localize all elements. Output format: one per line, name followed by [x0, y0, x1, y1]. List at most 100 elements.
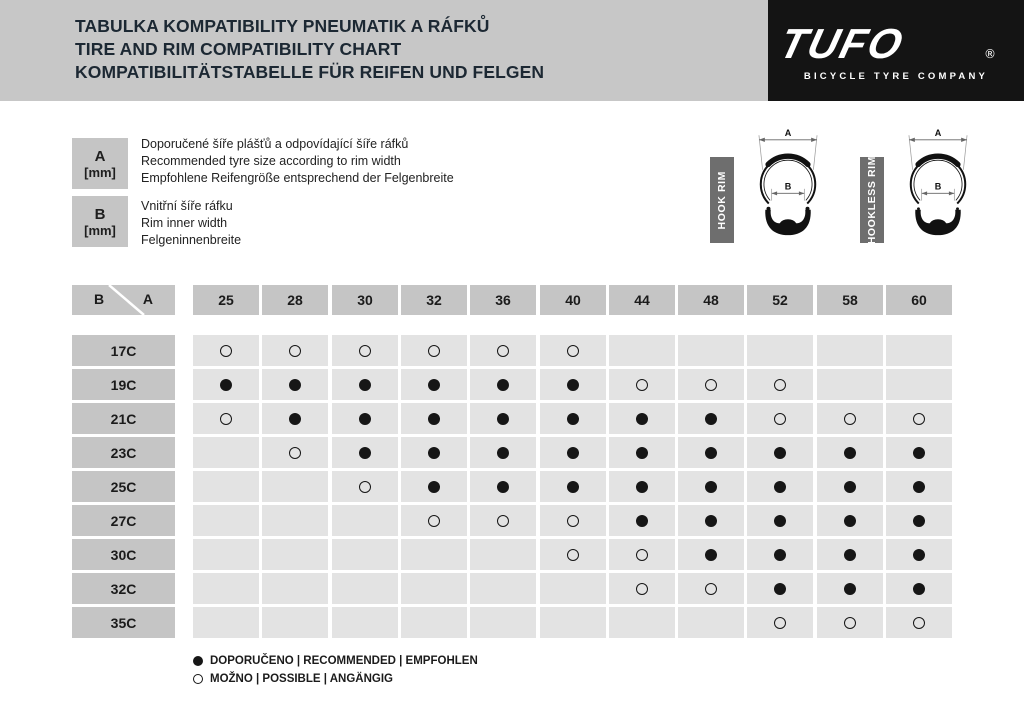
cell-19C-60: [886, 369, 952, 400]
cell-32C-44: [609, 573, 675, 604]
hook-rim-label-text: HOOK RIM: [716, 170, 728, 230]
cell-27C-60: [886, 505, 952, 536]
cell-23C-60: [886, 437, 952, 468]
cell-23C-25: [193, 437, 259, 468]
possible-dot-icon: [774, 378, 786, 391]
col-header-60: 60: [886, 285, 952, 315]
recommended-dot-icon: [359, 446, 371, 459]
row-label-35C: 35C: [72, 607, 175, 638]
recommended-dot-icon: [913, 514, 925, 527]
cell-27C-25: [193, 505, 259, 536]
possible-dot-icon: [220, 344, 232, 357]
dim-a-label: A: [935, 128, 942, 138]
header-band: [0, 0, 768, 101]
cell-25C-58: [817, 471, 883, 502]
recommended-dot-icon: [913, 480, 925, 493]
possible-dot-icon: [636, 378, 648, 391]
page-title-line-en: TIRE AND RIM COMPATIBILITY CHART: [75, 39, 402, 59]
recommended-dot-icon: [844, 514, 856, 527]
cell-32C-58: [817, 573, 883, 604]
possible-dot-icon: [428, 344, 440, 357]
cell-21C-32: [401, 403, 467, 434]
col-header-52: 52: [747, 285, 813, 315]
cell-17C-32: [401, 335, 467, 366]
possible-dot-icon: [705, 582, 717, 595]
cell-23C-52: [747, 437, 813, 468]
cell-19C-48: [678, 369, 744, 400]
cell-35C-32: [401, 607, 467, 638]
recommended-dot-icon: [844, 480, 856, 493]
key-symbol-a: A: [94, 147, 106, 165]
page-title-line-de: KOMPATIBILITÄTSTABELLE FÜR REIFEN UND FE…: [75, 62, 545, 82]
recommended-dot-icon: [774, 480, 786, 493]
dim-b-label: B: [785, 182, 792, 192]
page-title-line-cs: TABULKA KOMPATIBILITY PNEUMATIK A RÁFKŮ: [75, 16, 490, 36]
cell-19C-58: [817, 369, 883, 400]
recommended-dot-icon: [774, 582, 786, 595]
cell-23C-36: [470, 437, 536, 468]
col-axis-label: A: [142, 291, 153, 307]
cell-32C-48: [678, 573, 744, 604]
col-header-30: 30: [332, 285, 398, 315]
row-label-32C: 32C: [72, 573, 175, 604]
cell-25C-30: [332, 471, 398, 502]
possible-dot-icon: [913, 412, 925, 425]
possible-dot-icon: [193, 674, 203, 684]
possible-dot-icon: [913, 616, 925, 629]
cell-25C-25: [193, 471, 259, 502]
possible-dot-icon: [220, 412, 232, 425]
cell-30C-32: [401, 539, 467, 570]
row-label-30C: 30C: [72, 539, 175, 570]
cell-17C-40: [540, 335, 606, 366]
cell-32C-28: [262, 573, 328, 604]
cell-27C-36: [470, 505, 536, 536]
cell-21C-44: [609, 403, 675, 434]
recommended-dot-icon: [567, 378, 579, 391]
tufo-logo-wordmark: TUFO: [775, 21, 909, 68]
cell-21C-52: [747, 403, 813, 434]
cell-30C-48: [678, 539, 744, 570]
hook-rim-diagram: A B: [758, 128, 818, 236]
recommended-dot-icon: [220, 378, 232, 391]
cell-27C-48: [678, 505, 744, 536]
hookless-rim-label-text: HOOKLESS RIM: [866, 155, 878, 245]
recommended-dot-icon: [705, 480, 717, 493]
recommended-dot-icon: [359, 412, 371, 425]
key-symbol-b: B: [94, 205, 106, 223]
recommended-dot-icon: [636, 446, 648, 459]
cell-35C-52: [747, 607, 813, 638]
cell-30C-60: [886, 539, 952, 570]
hookless-rim-diagram: A B: [908, 128, 968, 236]
possible-dot-icon: [497, 344, 509, 357]
row-axis-label: B: [94, 291, 105, 307]
recommended-dot-icon: [913, 582, 925, 595]
possible-dot-icon: [705, 378, 717, 391]
key-box-b: B [mm]: [72, 196, 128, 247]
legend-recommended: DOPORUČENO | RECOMMENDED | EMPFOHLEN: [193, 652, 478, 670]
recommended-dot-icon: [774, 446, 786, 459]
cell-23C-40: [540, 437, 606, 468]
cell-32C-30: [332, 573, 398, 604]
cell-21C-36: [470, 403, 536, 434]
possible-dot-icon: [774, 412, 786, 425]
cell-30C-25: [193, 539, 259, 570]
cell-19C-44: [609, 369, 675, 400]
recommended-dot-icon: [636, 480, 648, 493]
key-a-line-cs: Doporučené šíře plášťů a odpovídající ší…: [141, 137, 409, 151]
recommended-dot-icon: [497, 378, 509, 391]
recommended-dot-icon: [567, 446, 579, 459]
recommended-dot-icon: [636, 514, 648, 527]
cell-27C-44: [609, 505, 675, 536]
cell-32C-36: [470, 573, 536, 604]
key-box-a: A [mm]: [72, 138, 128, 189]
possible-dot-icon: [774, 616, 786, 629]
row-label-25C: 25C: [72, 471, 175, 502]
col-header-58: 58: [817, 285, 883, 315]
table-corner-cell: B A: [72, 285, 175, 315]
recommended-dot-icon: [636, 412, 648, 425]
cell-17C-28: [262, 335, 328, 366]
recommended-dot-icon: [705, 514, 717, 527]
cell-25C-32: [401, 471, 467, 502]
possible-dot-icon: [497, 514, 509, 527]
